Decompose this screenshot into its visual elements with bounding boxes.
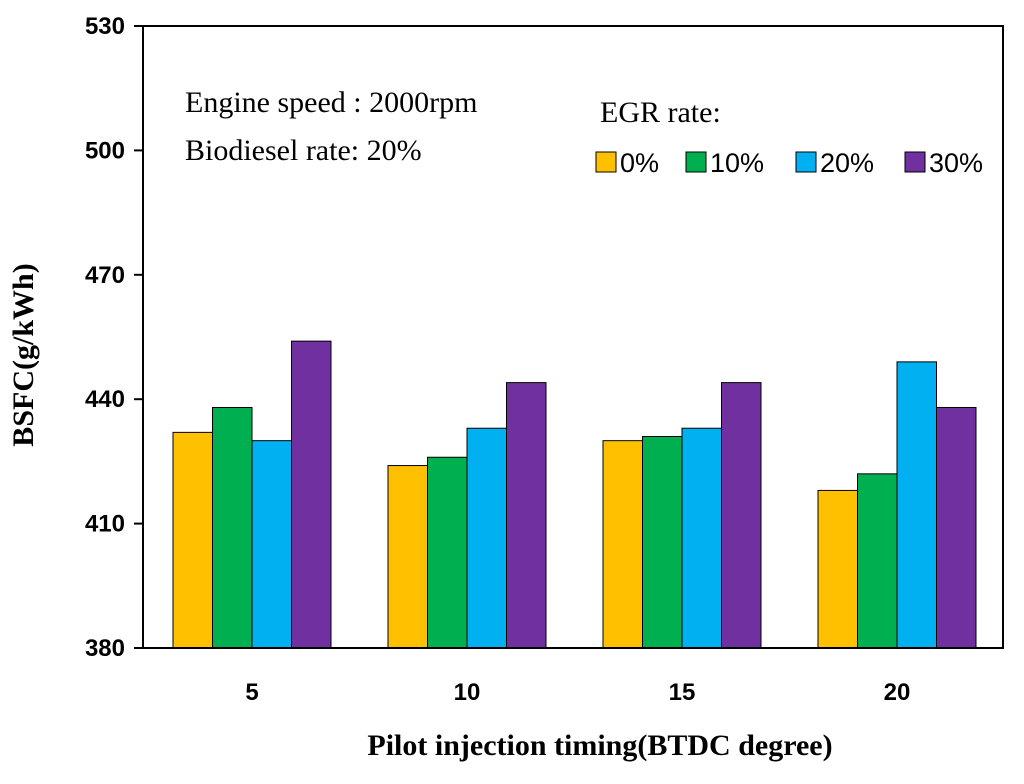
legend-label-20pct: 20% xyxy=(820,148,874,178)
legend-label-10pct: 10% xyxy=(710,148,764,178)
bar-egr-0pct-timing-5 xyxy=(172,431,213,649)
bar-egr-10pct-timing-15 xyxy=(642,436,683,649)
bar-egr-10pct-timing-5 xyxy=(212,406,253,649)
legend-swatch-30pct xyxy=(904,151,926,173)
y-tick-label: 500 xyxy=(85,137,125,164)
legend: EGR rate: 0% 10% 20% 30% xyxy=(595,96,983,178)
legend-swatch-10pct xyxy=(685,151,707,173)
legend-label-30pct: 30% xyxy=(929,148,983,178)
bar-egr-10pct-timing-10 xyxy=(427,456,468,649)
x-axis: 5 10 15 20 xyxy=(245,679,910,706)
y-axis: 380 410 440 470 500 530 xyxy=(85,13,143,662)
x-tick-label: 20 xyxy=(884,679,911,706)
y-tick-label: 470 xyxy=(85,262,125,289)
bar-egr-10pct-timing-20 xyxy=(857,473,898,649)
bar-egr-30pct-timing-5 xyxy=(291,340,332,649)
bar-egr-30pct-timing-20 xyxy=(936,406,977,649)
bar-egr-30pct-timing-15 xyxy=(721,382,762,649)
annotation-biodiesel-rate: Biodiesel rate: 20% xyxy=(185,134,422,167)
bar-egr-0pct-timing-15 xyxy=(602,440,643,649)
y-axis-title: BSFC(g/kWh) xyxy=(7,263,40,446)
y-tick-label: 530 xyxy=(85,13,125,40)
x-tick-label: 5 xyxy=(245,679,258,706)
legend-swatch-20pct xyxy=(795,151,817,173)
x-tick-label: 15 xyxy=(669,679,696,706)
bar-egr-20pct-timing-10 xyxy=(466,427,507,649)
bar-egr-30pct-timing-10 xyxy=(506,382,547,649)
annotation-engine-speed: Engine speed : 2000rpm xyxy=(185,86,477,119)
bars-layer xyxy=(172,340,977,649)
y-tick-label: 380 xyxy=(85,635,125,662)
bar-egr-0pct-timing-20 xyxy=(817,489,858,649)
bar-egr-20pct-timing-20 xyxy=(896,361,937,649)
bar-egr-20pct-timing-5 xyxy=(251,440,292,649)
bar-egr-0pct-timing-10 xyxy=(387,465,428,649)
x-tick-label: 10 xyxy=(454,679,481,706)
y-tick-label: 440 xyxy=(85,386,125,413)
y-tick-label: 410 xyxy=(85,511,125,538)
x-axis-title: Pilot injection timing(BTDC degree) xyxy=(367,729,832,762)
plot-area-frame xyxy=(142,25,1004,649)
legend-title: EGR rate: xyxy=(600,96,721,129)
legend-swatch-0pct xyxy=(595,151,617,173)
legend-label-0pct: 0% xyxy=(620,148,659,178)
bar-egr-20pct-timing-15 xyxy=(681,427,722,649)
